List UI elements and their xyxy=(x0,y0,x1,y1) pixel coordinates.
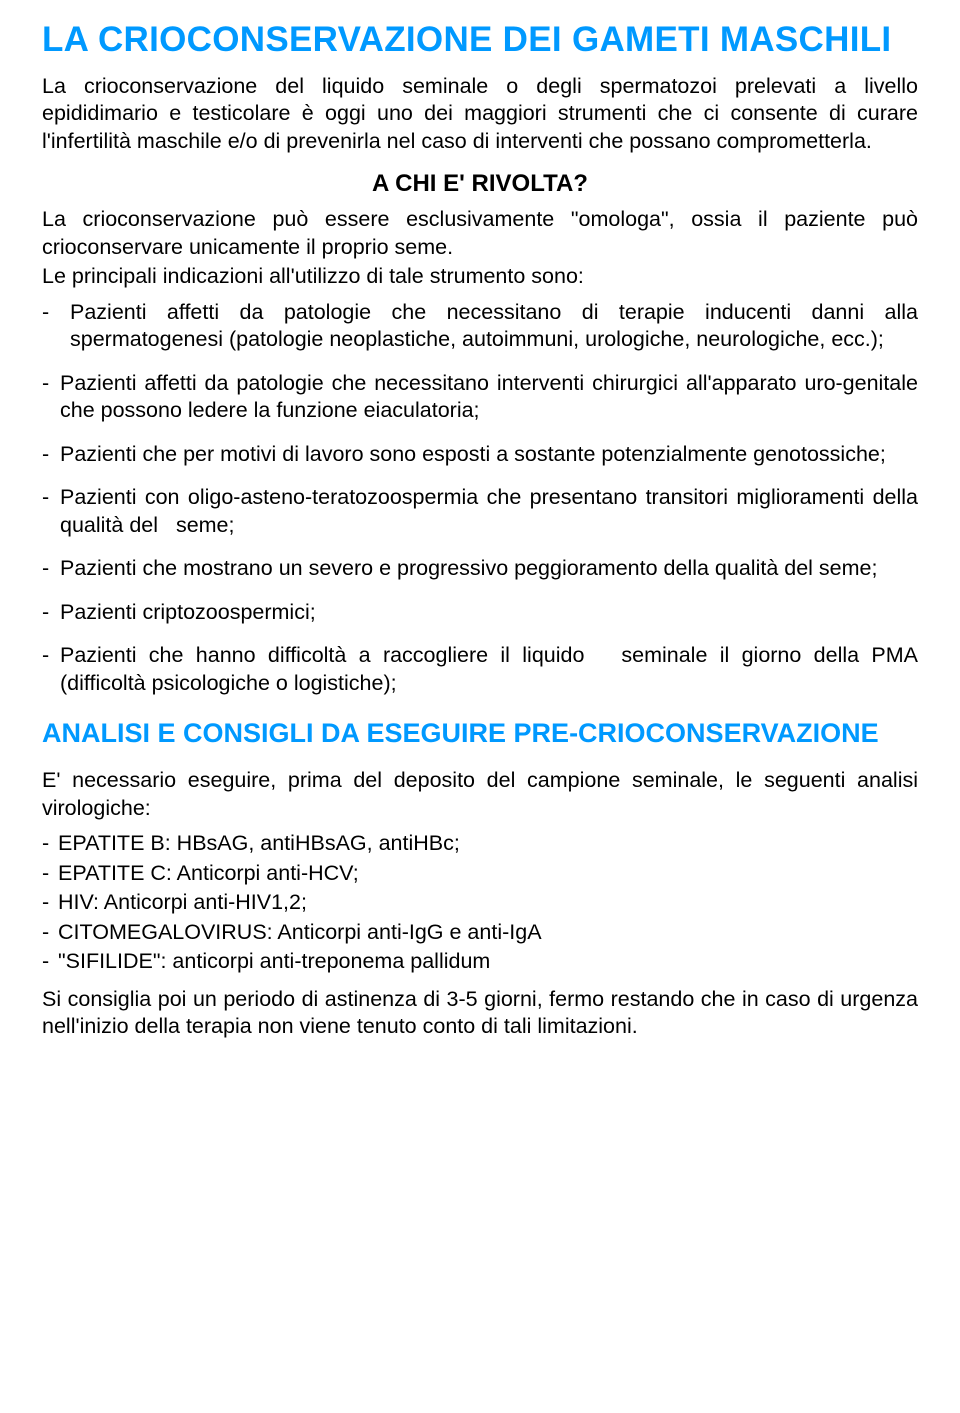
intro-paragraph: La crioconservazione del liquido seminal… xyxy=(42,73,918,156)
paragraph-astinenza: Si consiglia poi un periodo di astinenza… xyxy=(42,986,918,1041)
list-item: Pazienti affetti da patologie che necess… xyxy=(42,299,918,354)
list-item: Pazienti affetti da patologie che necess… xyxy=(42,370,918,425)
tests-list: EPATITE B: HBsAG, antiHBsAG, antiHBc; EP… xyxy=(42,830,918,976)
list-item: Pazienti che mostrano un severo e progre… xyxy=(42,555,918,583)
section-title-analisi: ANALISI E CONSIGLI DA ESEGUIRE PRE-CRIOC… xyxy=(42,717,918,751)
paragraph-omologa: La crioconservazione può essere esclusiv… xyxy=(42,206,918,261)
paragraph-analisi-intro: E' necessario eseguire, prima del deposi… xyxy=(42,767,918,822)
list-item: EPATITE B: HBsAG, antiHBsAG, antiHBc; xyxy=(42,830,918,858)
list-item: Pazienti che per motivi di lavoro sono e… xyxy=(42,441,918,469)
list-item: CITOMEGALOVIRUS: Anticorpi anti-IgG e an… xyxy=(42,919,918,947)
document-page: LA CRIOCONSERVAZIONE DEI GAMETI MASCHILI… xyxy=(0,0,960,1413)
list-item: EPATITE C: Anticorpi anti-HCV; xyxy=(42,860,918,888)
list-item: "SIFILIDE": anticorpi anti-treponema pal… xyxy=(42,948,918,976)
indications-list: Pazienti affetti da patologie che necess… xyxy=(42,299,918,698)
subheading-a-chi: A CHI E' RIVOLTA? xyxy=(42,169,918,200)
paragraph-indicazioni-intro: Le principali indicazioni all'utilizzo d… xyxy=(42,263,918,291)
main-title: LA CRIOCONSERVAZIONE DEI GAMETI MASCHILI xyxy=(42,18,918,63)
list-item: Pazienti criptozoospermici; xyxy=(42,599,918,627)
list-item: Pazienti che hanno difficoltà a raccogli… xyxy=(42,642,918,697)
list-item: Pazienti con oligo-asteno-teratozoosperm… xyxy=(42,484,918,539)
list-item: HIV: Anticorpi anti-HIV1,2; xyxy=(42,889,918,917)
